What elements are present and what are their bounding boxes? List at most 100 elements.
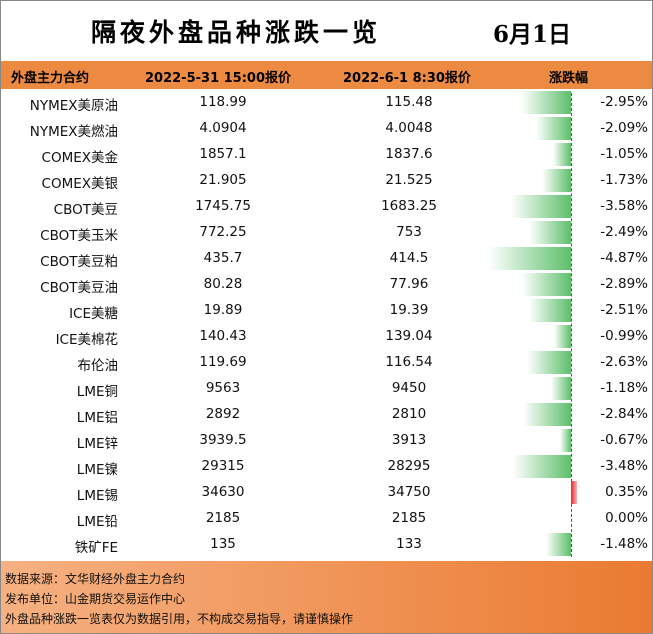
- cell: 133: [396, 536, 422, 552]
- cell: ICE美糖: [69, 306, 118, 322]
- cell: LME镍: [76, 462, 118, 478]
- cell: 115.48: [385, 94, 433, 110]
- cell: 414.5: [389, 250, 429, 266]
- cell: 2810: [391, 406, 427, 422]
- cell: 9450: [391, 380, 427, 396]
- column-header: 外盘主力合约: [11, 71, 90, 86]
- cell: ICE美棉花: [55, 332, 118, 348]
- cell: LME铜: [76, 384, 118, 400]
- cell: 3939.5: [199, 432, 247, 448]
- cell: LME铝: [76, 410, 118, 426]
- cell: CBOT美豆粕: [40, 254, 118, 270]
- cell: -2.63%: [600, 354, 648, 370]
- bar-axis: [571, 93, 572, 557]
- cell: -4.87%: [600, 250, 648, 266]
- cell: -2.84%: [600, 406, 648, 422]
- data-bar: [571, 481, 577, 504]
- cell: 116.54: [385, 354, 433, 370]
- cell: -1.48%: [600, 536, 648, 552]
- data-bar: [528, 299, 571, 322]
- cell: 0.35%: [605, 484, 648, 500]
- cell: 119.69: [199, 354, 247, 370]
- cell: NYMEX美燃油: [29, 124, 118, 140]
- data-bar: [521, 91, 571, 114]
- cell: 铁矿FE: [74, 540, 118, 556]
- cell: LME锡: [76, 488, 118, 504]
- cell: 34750: [387, 484, 431, 500]
- column-header: 涨跌幅: [549, 71, 589, 86]
- cell: 0.00%: [605, 510, 648, 526]
- data-bar: [529, 221, 571, 244]
- data-bar: [512, 455, 571, 478]
- cell: 21.905: [199, 172, 247, 188]
- cell: 2892: [205, 406, 241, 422]
- cell: CBOT美玉米: [40, 228, 118, 244]
- cell: -3.58%: [600, 198, 648, 214]
- cell: 435.7: [203, 250, 243, 266]
- title: 隔夜外盘品种涨跌一览: [91, 18, 382, 47]
- data-bar: [551, 377, 571, 400]
- cell: 1857.1: [199, 146, 247, 162]
- cell: 772.25: [199, 224, 247, 240]
- cell: -1.73%: [600, 172, 648, 188]
- cell: 77.96: [389, 276, 429, 292]
- cell: 135: [210, 536, 236, 552]
- cell: -1.18%: [600, 380, 648, 396]
- data-bar: [541, 169, 571, 192]
- data-bar: [526, 351, 571, 374]
- cell: 21.525: [385, 172, 433, 188]
- cell: 19.89: [203, 302, 243, 318]
- data-bar: [546, 533, 571, 556]
- cell: 1683.25: [381, 198, 437, 214]
- cell: 19.39: [389, 302, 429, 318]
- cell: 29315: [201, 458, 245, 474]
- cell: NYMEX美原油: [29, 98, 118, 114]
- cell: 28295: [387, 458, 431, 474]
- data-bar: [553, 143, 571, 166]
- cell: 753: [396, 224, 422, 240]
- cell: 140.43: [199, 328, 247, 344]
- data-bar: [559, 429, 571, 452]
- data-bar: [535, 117, 571, 140]
- cell: COMEX美金: [41, 150, 118, 166]
- cell: 2185: [391, 510, 427, 526]
- column-header: 2022-5-31 15:00报价: [145, 71, 292, 86]
- cell: 3913: [391, 432, 427, 448]
- cell: -2.49%: [600, 224, 648, 240]
- cell: -2.09%: [600, 120, 648, 136]
- cell: 4.0904: [199, 120, 247, 136]
- cell: 139.04: [385, 328, 433, 344]
- cell: -2.89%: [600, 276, 648, 292]
- header-row: 外盘主力合约 2022-5-31 15:00报价 2022-6-1 8:30报价…: [1, 61, 652, 89]
- cell: CBOT美豆油: [40, 280, 118, 296]
- cell: 9563: [205, 380, 241, 396]
- cell: CBOT美豆: [53, 202, 118, 218]
- data-bar: [510, 195, 571, 218]
- cell: 4.0048: [385, 120, 433, 136]
- data-bar: [522, 273, 571, 296]
- cell: 118.99: [199, 94, 247, 110]
- date: 6月1日: [493, 21, 572, 48]
- cell: -0.67%: [600, 432, 648, 448]
- column-header: 2022-6-1 8:30报价: [343, 71, 471, 86]
- cell: LME锌: [76, 436, 118, 452]
- cell: -2.95%: [600, 94, 648, 110]
- cell: 布伦油: [77, 358, 119, 374]
- cell: 80.28: [203, 276, 243, 292]
- cell: LME铅: [76, 514, 118, 530]
- footer-line: 外盘品种涨跌一览表仅为数据引用，不构成交易指导，请谨慎操作: [5, 612, 354, 626]
- cell: -2.51%: [600, 302, 648, 318]
- cell: COMEX美银: [41, 176, 118, 192]
- data-bar: [523, 403, 571, 426]
- data-bar: [554, 325, 571, 348]
- cell: 1745.75: [195, 198, 251, 214]
- footer-line: 发布单位：山金期货交易运作中心: [5, 592, 186, 606]
- footer-line: 数据来源：文华财经外盘主力合约: [5, 572, 186, 586]
- cell: -0.99%: [600, 328, 648, 344]
- data-bar: [489, 247, 571, 270]
- cell: 34630: [201, 484, 245, 500]
- cell: 2185: [205, 510, 241, 526]
- cell: 1837.6: [385, 146, 433, 162]
- cell: -1.05%: [600, 146, 648, 162]
